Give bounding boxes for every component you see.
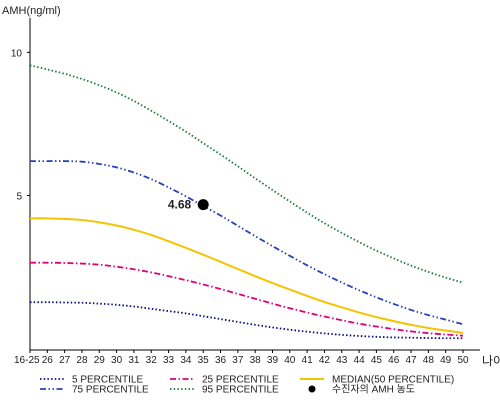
y-tick-label: 10	[11, 48, 23, 59]
x-tick-label: 37	[232, 355, 244, 366]
x-tick-label: 49	[440, 355, 452, 366]
x-tick-label: 42	[319, 355, 331, 366]
x-tick-label: 16-25	[14, 355, 40, 366]
x-tick-label: 48	[423, 355, 435, 366]
series-lines	[29, 64, 464, 340]
series-line-2	[29, 217, 464, 334]
x-tick-label: 28	[76, 355, 88, 366]
amh-marker-label: 4.68	[168, 198, 192, 212]
x-tick-label: 31	[128, 355, 140, 366]
legend-label-0: 5 PERCENTILE	[72, 375, 143, 386]
x-tick-label: 50	[457, 355, 469, 366]
x-tick-label: 46	[388, 355, 400, 366]
x-tick-label: 44	[354, 355, 366, 366]
x-tick-label: 45	[371, 355, 383, 366]
x-tick-label: 39	[267, 355, 279, 366]
legend-label-3: 75 PERCENTILE	[72, 385, 149, 396]
x-tick-label: 40	[284, 355, 296, 366]
x-tick-label: 27	[59, 355, 71, 366]
legend-marker-label: 수진자의 AMH 농도	[332, 384, 415, 396]
x-tick-label: 43	[336, 355, 348, 366]
x-tick-label: 47	[405, 355, 417, 366]
legend: 5 PERCENTILE 25 PERCENTILE MEDIAN(50 PERCE…	[40, 375, 454, 396]
y-axis-title: AMH(ng/ml)	[2, 5, 61, 17]
x-tick-label: 32	[146, 355, 158, 366]
amh-marker-point	[197, 199, 209, 211]
x-tick-label: 35	[198, 355, 210, 366]
legend-label-4: 95 PERCENTILE	[202, 385, 279, 396]
series-line-3	[29, 160, 464, 326]
x-axis-title: 나이	[482, 354, 500, 368]
legend-label-2: MEDIAN(50 PERCENTILE)	[332, 375, 454, 386]
x-tick-label: 41	[302, 355, 314, 366]
x-tick-label: 34	[180, 355, 192, 366]
ticks: 16-25 26 27 28 29 30 31 32 33 34 35 36 37 38 39 40 41 42 4…	[11, 48, 469, 366]
series-line-4	[29, 64, 464, 284]
marker-group: 4.68	[168, 198, 209, 212]
y-tick-label: 5	[16, 191, 22, 202]
x-tick-label: 38	[250, 355, 262, 366]
x-tick-label: 26	[42, 355, 54, 366]
x-tick-label: 29	[94, 355, 106, 366]
legend-label-1: 25 PERCENTILE	[202, 375, 279, 386]
legend-marker-swatch	[308, 385, 316, 393]
x-tick-label: 33	[163, 355, 175, 366]
x-tick-label: 30	[111, 355, 123, 366]
x-tick-label: 36	[215, 355, 227, 366]
series-line-0	[29, 301, 464, 340]
axes: AMH(ng/ml) 나이	[2, 5, 500, 368]
